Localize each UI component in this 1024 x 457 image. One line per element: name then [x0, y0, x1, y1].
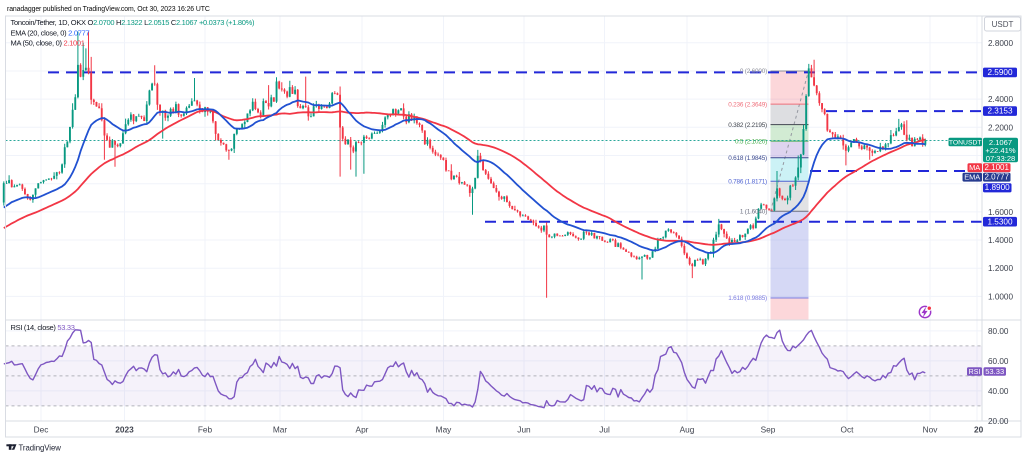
svg-text:Jul: Jul: [599, 425, 610, 435]
svg-text:1 (1.6040): 1 (1.6040): [740, 209, 767, 216]
svg-text:2.1001: 2.1001: [984, 163, 1009, 172]
svg-text:1.5300: 1.5300: [987, 217, 1012, 226]
svg-text:Oct: Oct: [841, 425, 855, 435]
svg-text:MA: MA: [969, 163, 980, 172]
svg-text:2.8000: 2.8000: [988, 39, 1013, 48]
svg-text:2.0777: 2.0777: [984, 173, 1009, 182]
svg-text:2.4000: 2.4000: [988, 95, 1013, 104]
svg-text:1.2000: 1.2000: [988, 264, 1013, 273]
svg-text:2.5900: 2.5900: [987, 68, 1012, 77]
svg-text:2.2000: 2.2000: [988, 123, 1013, 132]
svg-text:1.4000: 1.4000: [988, 236, 1013, 245]
svg-text:EMA (20, close, 0) 2.0777: EMA (20, close, 0) 2.0777: [11, 29, 90, 38]
svg-text:RSI: RSI: [969, 369, 981, 376]
svg-text:Sep: Sep: [761, 425, 776, 435]
svg-text:0 (2.6000): 0 (2.6000): [740, 68, 767, 75]
svg-text:60.00: 60.00: [988, 357, 1009, 366]
svg-text:EMA: EMA: [964, 173, 980, 182]
svg-text:RSI (14, close) 53.33: RSI (14, close) 53.33: [11, 323, 75, 332]
svg-text:Jun: Jun: [517, 425, 531, 435]
svg-text:USDT: USDT: [992, 20, 1014, 29]
svg-text:Dec: Dec: [34, 425, 49, 435]
svg-text:Nov: Nov: [923, 425, 939, 435]
svg-text:1.8900: 1.8900: [985, 183, 1010, 192]
svg-text:0.5 (2.1020): 0.5 (2.1020): [735, 138, 767, 145]
svg-text:2.3153: 2.3153: [987, 107, 1012, 116]
svg-text:ranadagger published on Tradin: ranadagger published on TradingView.com,…: [7, 6, 210, 13]
svg-text:1.618 (0.9885): 1.618 (0.9885): [728, 295, 767, 302]
svg-text:MA (50, close, 0) 2.1001: MA (50, close, 0) 2.1001: [11, 39, 85, 48]
svg-text:1.0000: 1.0000: [988, 292, 1013, 301]
svg-text:Mar: Mar: [273, 425, 288, 435]
svg-text:53.33: 53.33: [985, 367, 1004, 376]
svg-text:2023: 2023: [115, 425, 134, 435]
svg-text:40.00: 40.00: [988, 387, 1009, 396]
svg-text:TONUSDT: TONUSDT: [949, 139, 982, 146]
svg-text:Toncoin/Tether, 1D, OKX O2.07: Toncoin/Tether, 1D, OKX O2.0700 H2.1322 …: [11, 18, 255, 27]
svg-text:TradingView: TradingView: [19, 443, 62, 452]
svg-text:20: 20: [974, 425, 984, 435]
svg-text:Apr: Apr: [356, 425, 369, 435]
svg-text:2.1067: 2.1067: [989, 138, 1012, 147]
svg-text:80.00: 80.00: [988, 327, 1009, 336]
svg-text:Aug: Aug: [680, 425, 695, 435]
svg-text:May: May: [436, 425, 453, 435]
svg-text:0.382 (2.2195): 0.382 (2.2195): [728, 122, 767, 129]
svg-text:20.00: 20.00: [988, 417, 1009, 426]
svg-text:Feb: Feb: [198, 425, 213, 435]
svg-text:1.6000: 1.6000: [988, 208, 1013, 217]
svg-text:+22.41%: +22.41%: [985, 146, 1015, 155]
svg-text:0.618 (1.9845): 0.618 (1.9845): [728, 155, 767, 162]
svg-text:0.236 (2.3649): 0.236 (2.3649): [728, 101, 767, 108]
svg-text:07:33:28: 07:33:28: [986, 154, 1016, 163]
svg-text:0.786 (1.8171): 0.786 (1.8171): [728, 179, 767, 186]
